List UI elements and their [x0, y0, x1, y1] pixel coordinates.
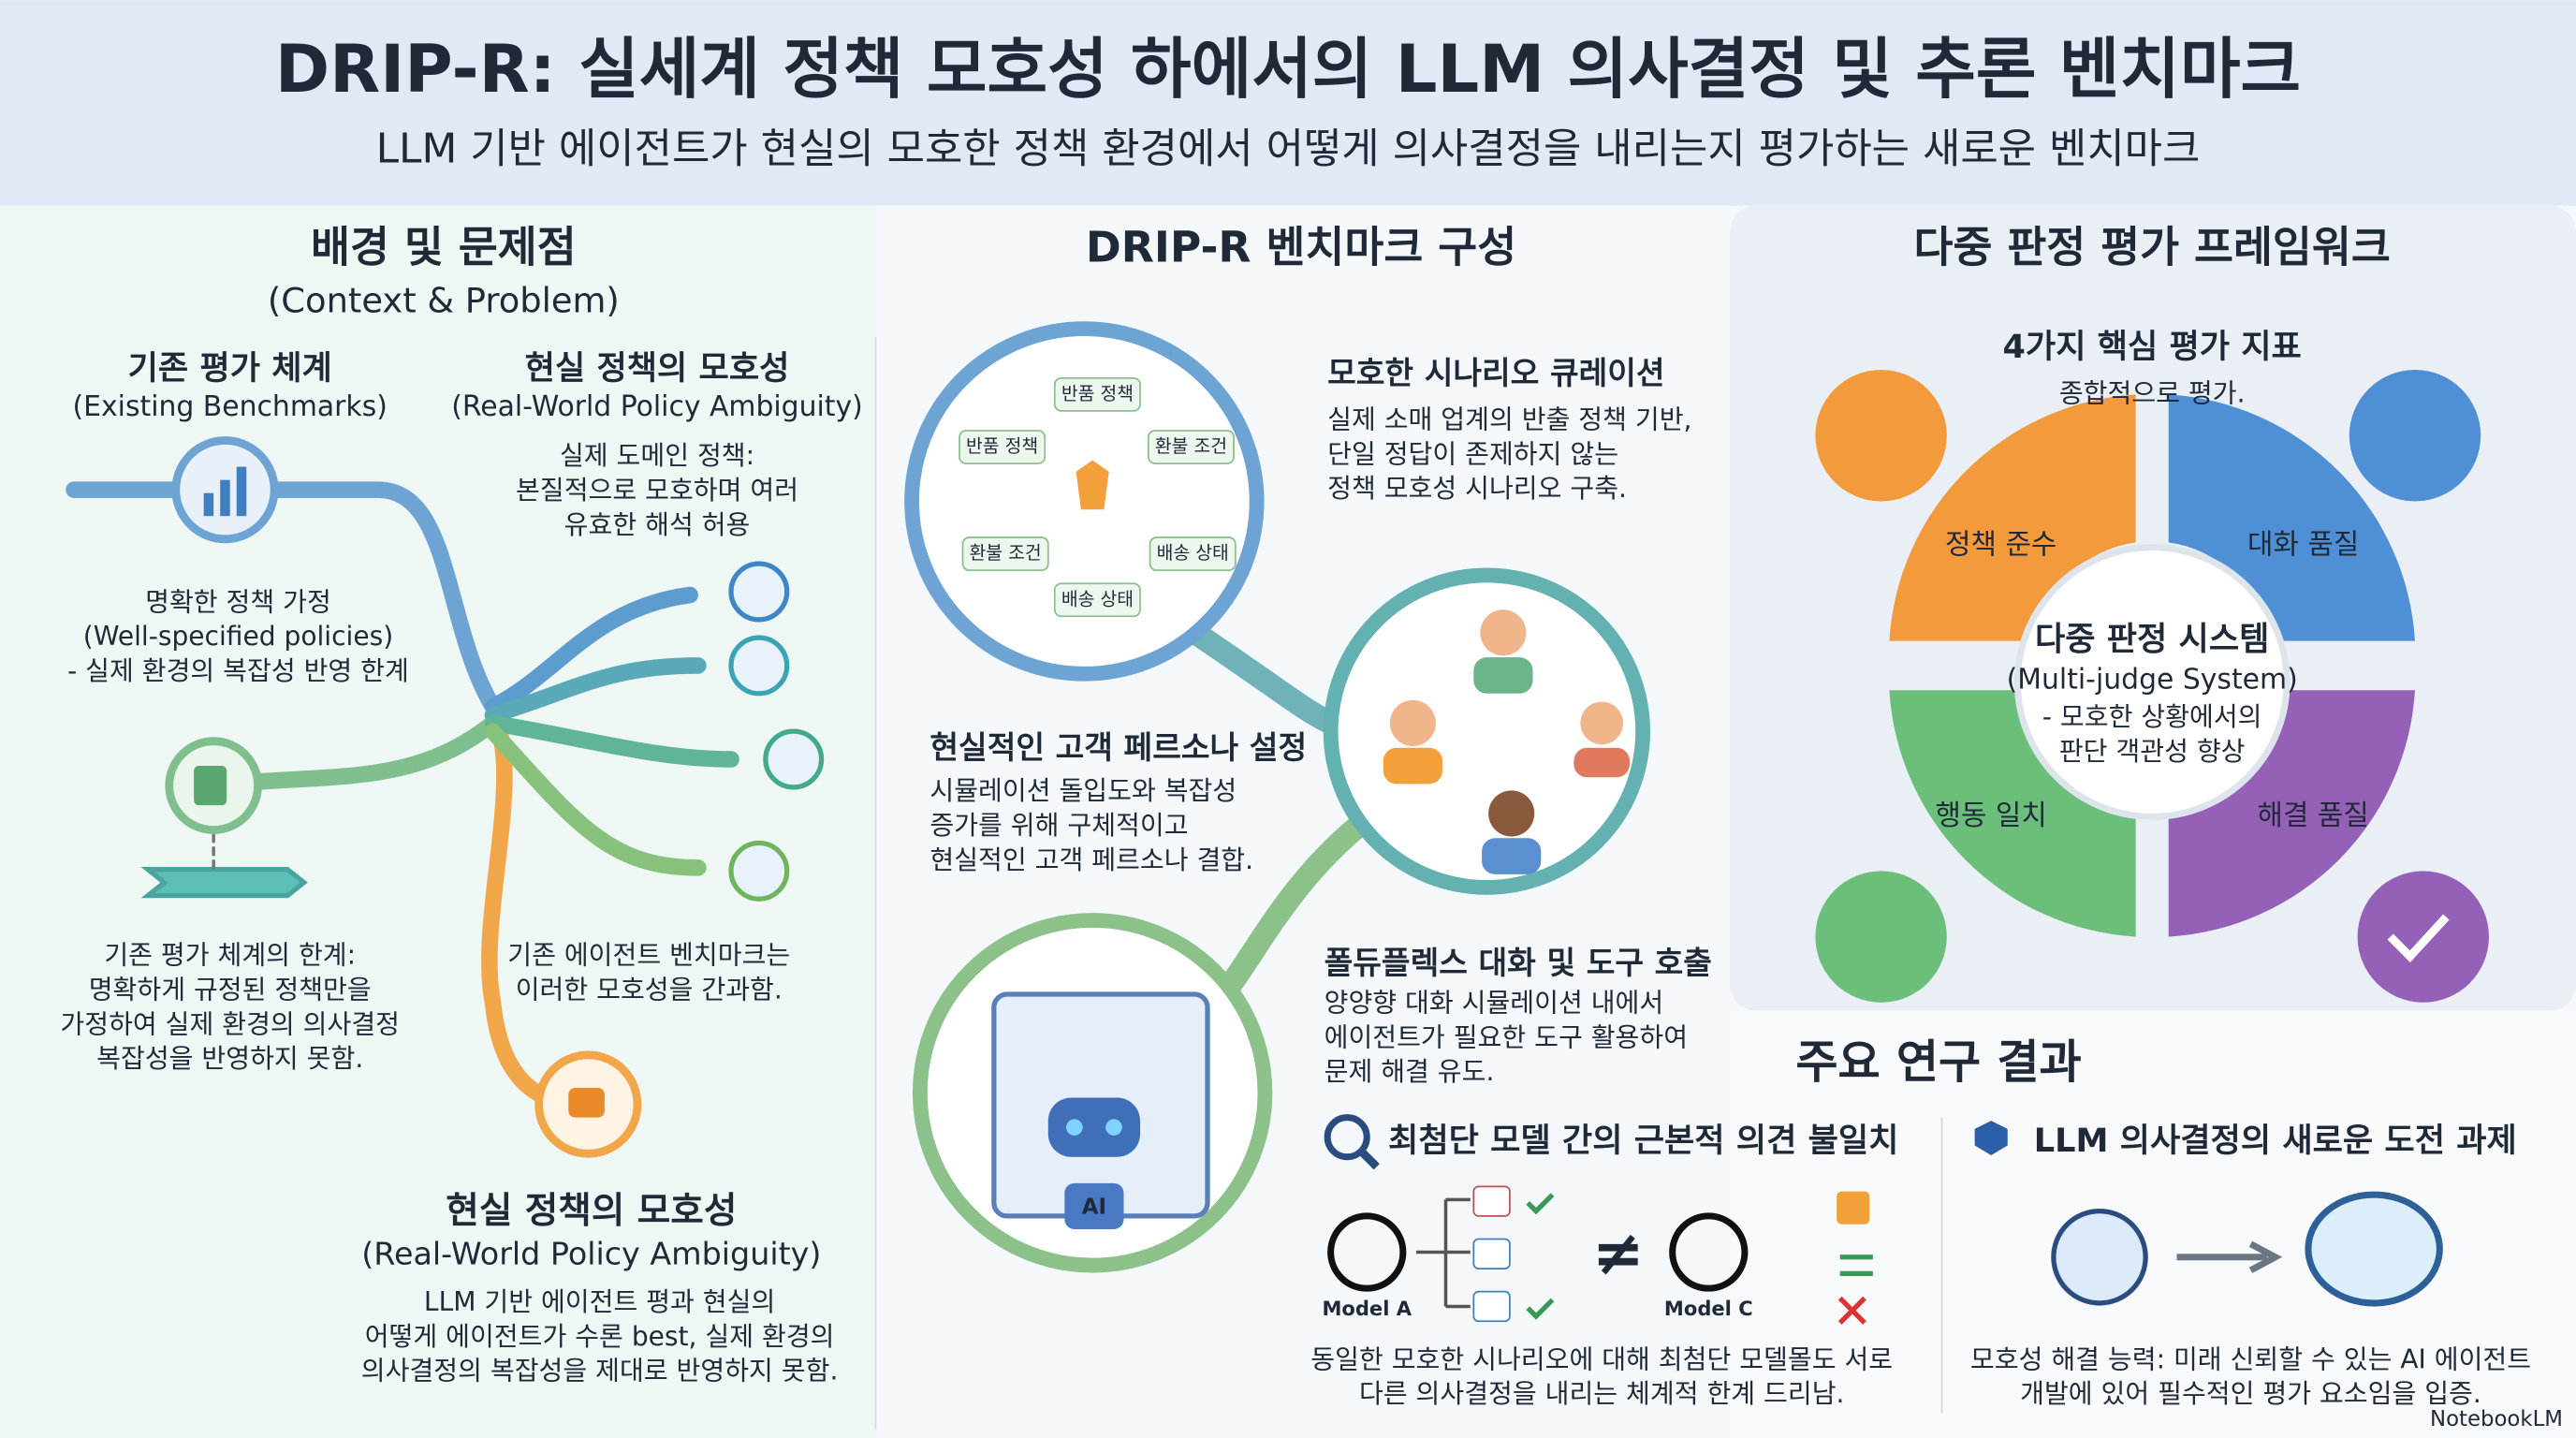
- description: 명확하게 규정된 정책만을: [89, 974, 372, 1005]
- label-subtitle: (Real-World Policy Ambiguity): [361, 1236, 821, 1272]
- tag-box: [959, 430, 1046, 464]
- model-label: Model A: [1322, 1297, 1412, 1320]
- section-heading: 다중 판정 평가 프레임워크: [1913, 222, 2390, 271]
- tag-box: [1147, 430, 1235, 464]
- section-heading-en: (Context & Problem): [268, 281, 620, 321]
- policy-tag: 반품 정책: [1061, 383, 1134, 404]
- label-subtitle: (Real-World Policy Ambiguity): [451, 390, 863, 423]
- center-title: 다중 판정 시스템: [2035, 621, 2269, 659]
- description: 현실적인 고객 페르소나 결합.: [929, 844, 1253, 875]
- tag-box: [961, 536, 1049, 572]
- model-label: Model C: [1664, 1297, 1753, 1320]
- item-title: 현실적인 고객 페르소나 설정: [929, 729, 1307, 766]
- item-title: LLM 의사결정의 새로운 도전 과제: [2034, 1122, 2517, 1160]
- tag-box: [1149, 536, 1237, 572]
- tag-box: [1053, 376, 1141, 412]
- description: 동일한 모호한 시나리오에 대해 최첨단 모델몰도 서로: [1310, 1343, 1893, 1374]
- description: 유효한 해석 허용: [564, 509, 751, 540]
- label-title: 기존 평가 체계: [128, 349, 332, 388]
- label-title: 현실 정책의 모호성: [525, 349, 790, 388]
- policy-tag: 환불 조건: [970, 542, 1042, 564]
- policy-tag: 환불 조건: [1155, 435, 1227, 457]
- segment-label: 대화 품질: [2247, 528, 2359, 561]
- tag-box: [1053, 582, 1141, 618]
- description: - 모호한 상황에서의: [2042, 701, 2262, 732]
- description: 기존 평가 체계의 한계:: [104, 940, 356, 971]
- segment-label: 행동 일치: [1936, 800, 2047, 832]
- label-title: 현실 정책의 모호성: [446, 1190, 737, 1232]
- description: 복잡성을 반영하지 못함.: [96, 1043, 363, 1074]
- description: 문제 해결 유도.: [1325, 1056, 1495, 1087]
- item-title: 폴듀플렉스 대화 및 도구 호출: [1325, 945, 1712, 981]
- description: 이러한 모호성을 간과함.: [516, 974, 783, 1005]
- not-equal: ≠: [1592, 1216, 1645, 1289]
- description: LLM 기반 에이전트 평과 현실의: [424, 1286, 775, 1317]
- description: 판단 객관성 향상: [2059, 736, 2246, 767]
- description: 실제 도메인 정책:: [560, 440, 754, 471]
- description: 시뮬레이션 돌입도와 복잡성: [929, 775, 1237, 806]
- subtitle: LLM 기반 에이전트가 현실의 모호한 정책 환경에서 어떻게 의사결정을 내…: [376, 125, 2201, 173]
- section-heading: 배경 및 문제점: [311, 222, 577, 271]
- center-subtitle: (Multi-judge System): [2007, 663, 2298, 696]
- title: DRIP-R: 실세계 정책 모호성 하에서의 LLM 의사결정 및 추론 벤치…: [275, 31, 2301, 108]
- label-title: 4가지 핵심 평가 지표: [2002, 328, 2301, 366]
- description: 명확한 정책 가정: [145, 586, 331, 617]
- policy-tag: 배송 상태: [1061, 588, 1134, 609]
- texts: DRIP-R: 실세계 정책 모호성 하에서의 LLM 의사결정 및 추론 벤치…: [60, 31, 2563, 1431]
- description: 기존 에이전트 벤치마크는: [507, 940, 790, 971]
- ai-label: AI: [1082, 1196, 1106, 1220]
- description: 증가를 위해 구체적이고: [929, 810, 1188, 841]
- description: 양양향 대화 시뮬레이션 내에서: [1325, 988, 1664, 1019]
- description: 개발에 있어 필수적인 평가 요소임을 입증.: [2020, 1378, 2481, 1409]
- label-subtitle: 종합적으로 평가.: [2059, 377, 2246, 408]
- finding-icons: [1324, 1114, 2443, 1325]
- description: 본질적으로 모호하며 여러: [516, 475, 798, 506]
- item-title: 최첨단 모델 간의 근본적 의견 불일치: [1388, 1122, 1898, 1160]
- description: 의사결정의 복잡성을 제대로 반영하지 못함.: [361, 1356, 839, 1387]
- context-icons: [165, 436, 825, 1158]
- description: 다른 의사결정을 내리는 체계적 한계 드리남.: [1359, 1378, 1845, 1409]
- description: 어떻게 에이전트가 수론 best, 실제 환경의: [365, 1321, 835, 1352]
- section-heading: 주요 연구 결과: [1795, 1034, 2081, 1089]
- description: (Well-specified policies): [83, 621, 393, 652]
- description: 에이전트가 필요한 도구 활용하여: [1325, 1021, 1688, 1052]
- item-title: 모호한 시나리오 큐레이션: [1327, 355, 1665, 391]
- policy-tag: 반품 정책: [966, 435, 1038, 457]
- description: 실제 소매 업계의 반출 정책 기반,: [1327, 404, 1691, 434]
- segment-label: 해결 품질: [2258, 800, 2369, 832]
- description: 정책 모호성 시나리오 구축.: [1327, 473, 1627, 504]
- flow-lines: [66, 481, 739, 1113]
- footer-brand: NotebookLM: [2430, 1407, 2563, 1431]
- description: - 실제 환경의 복잡성 반영 한계: [67, 655, 409, 686]
- section-heading: DRIP-R 벤치마크 구성: [1086, 222, 1516, 271]
- framework-ring: [1815, 370, 2489, 1003]
- description: 가정하여 실제 환경의 의사결정: [60, 1008, 400, 1039]
- policy-tag: 배송 상태: [1157, 542, 1229, 564]
- segment-label: 정책 준수: [1945, 528, 2056, 561]
- label-subtitle: (Existing Benchmarks): [73, 390, 388, 423]
- description: 모호성 해결 능력: 미래 신뢰할 수 있는 AI 에이전트: [1970, 1343, 2531, 1374]
- benchmark-shapes: [904, 321, 1650, 1273]
- description: 단일 정답이 존제하지 않는: [1327, 438, 1618, 469]
